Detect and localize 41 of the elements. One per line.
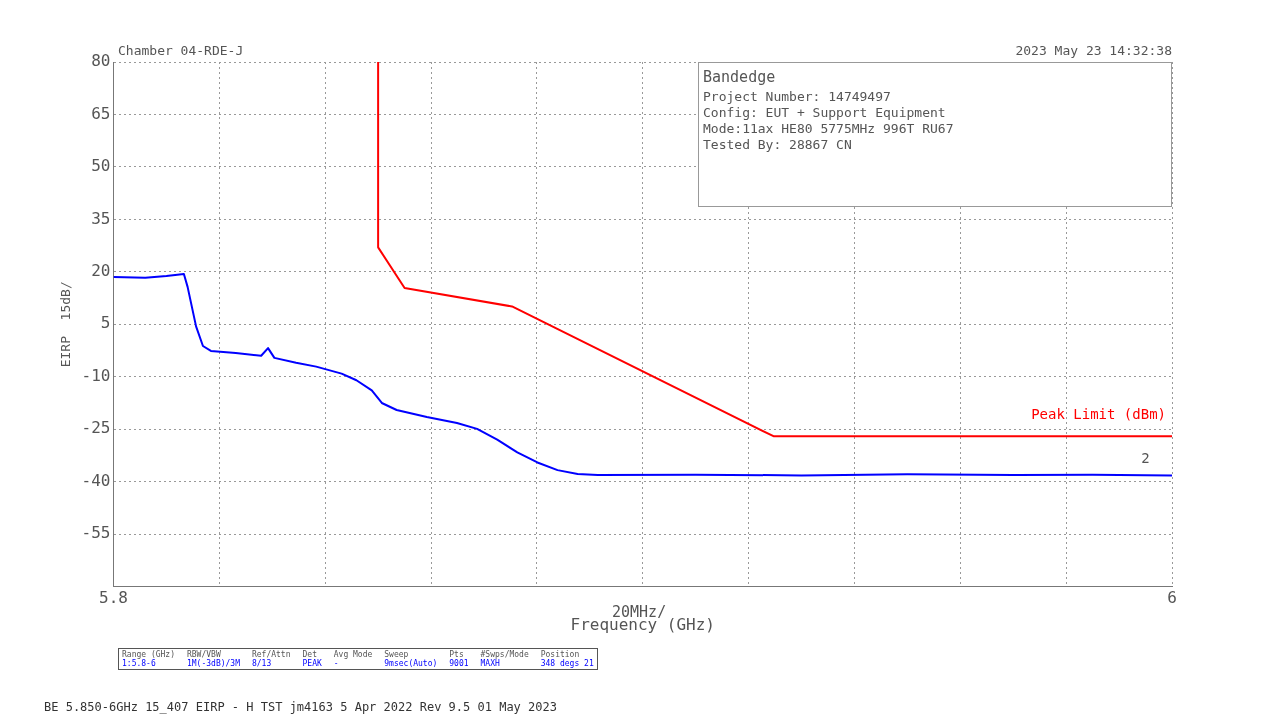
y-tick-label: 50 (91, 156, 111, 176)
annotation: Tested By: 28867 CN (703, 137, 853, 153)
text: - (333, 659, 340, 668)
text: Position (540, 650, 581, 659)
y-tick-label: 35 (91, 208, 111, 228)
y-tick-label: -10 (81, 365, 111, 385)
text: Avg Mode (333, 650, 373, 659)
text: 9msec(Auto) (384, 659, 438, 668)
text: RBW/VBW (186, 650, 222, 659)
text: 9001 (449, 659, 469, 668)
text: Sweep (384, 650, 409, 659)
y-tick-label: -25 (81, 418, 111, 438)
annotation: Config: EUT + Support Equipment (703, 105, 947, 121)
x-tick-label: 6 (1167, 588, 1177, 608)
text: Chamber 04-RDE-J (118, 43, 244, 58)
y-tick-label: 65 (91, 103, 111, 123)
text: BE 5.850-6GHz 15_407 EIRP - H TST jm4163 5 Apr 2022 Rev 9.5 01 May 2023 (44, 700, 557, 714)
y-tick-label: 80 (91, 51, 111, 71)
y-axis-title: EIRP 15dB/ (58, 281, 74, 368)
annotation: Project Number: 14749497 (703, 89, 892, 105)
y-tick-label: 5 (100, 313, 111, 333)
text: 348 degs 21 (540, 659, 594, 668)
text: Det (302, 650, 318, 659)
chart-title: Bandedge (703, 68, 777, 86)
text: Pts (449, 650, 465, 659)
y-tick-label: -55 (81, 523, 111, 543)
annotation: 2 (1141, 450, 1150, 467)
text: 8/13 (251, 659, 273, 668)
y-tick-label: 20 (91, 261, 111, 280)
text: MAXH (480, 659, 500, 668)
y-tick-label: -40 (81, 470, 111, 490)
x-tick-label: 5.8 (99, 588, 128, 608)
text: PEAK (302, 659, 322, 668)
text: 2023 May 23 14:32:38 (1015, 43, 1172, 58)
text: Range (GHz) (122, 650, 175, 659)
text: 1M(-3dB)/3M (186, 659, 240, 668)
text: 1:5.8-6 (122, 659, 157, 668)
annotation: Mode:11ax HE80 5775MHz 996T RU67 (703, 121, 955, 137)
text: #Swps/Mode (480, 650, 529, 659)
text: Ref/Attn (251, 650, 291, 659)
series-label: Peak Limit (dBm) (1031, 405, 1166, 422)
